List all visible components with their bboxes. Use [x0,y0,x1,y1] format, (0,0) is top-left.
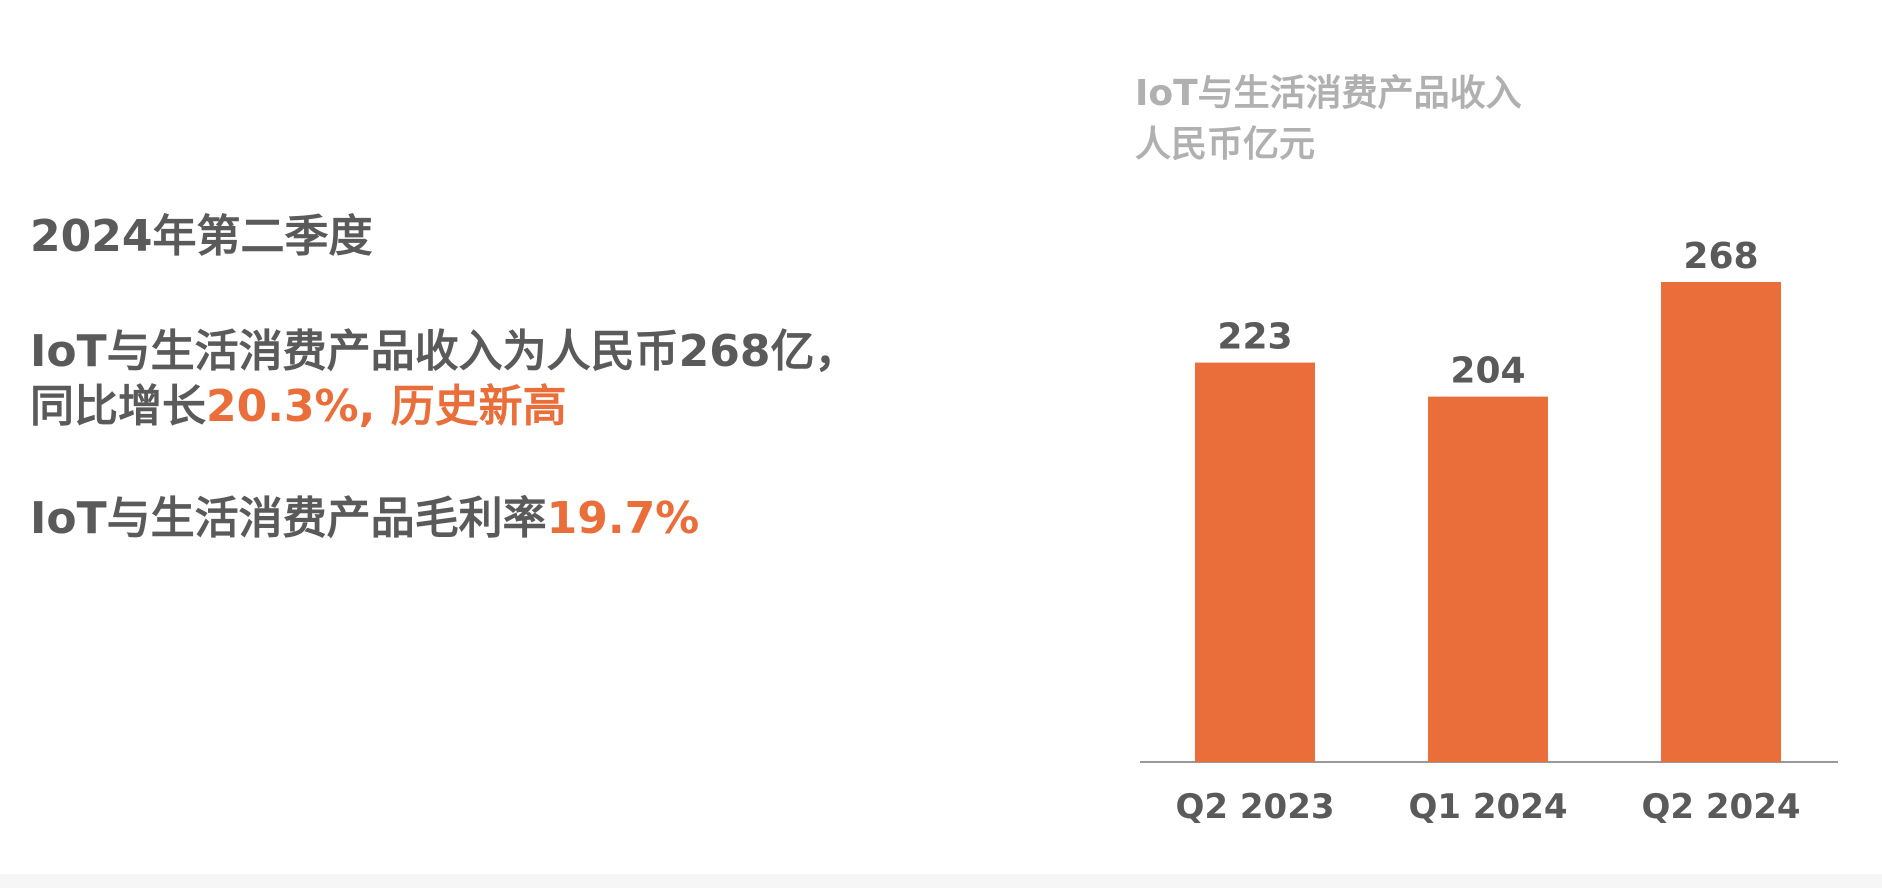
data-label-0: 223 [1217,317,1292,358]
x-tick-label-2: Q2 2024 [1641,787,1800,827]
revenue-statement: IoT与生活消费产品收入为人民币268亿， [30,326,859,377]
margin-statement: IoT与生活消费产品毛利率19.7% [30,482,699,546]
chart-unit: 人民币亿元 [1135,124,1316,165]
revenue-chart: IoT与生活消费产品收入 人民币亿元 223 Q2 2023 204 Q1 2024 2… [1120,0,1882,888]
bar-1 [1428,396,1548,762]
growth-highlight: 20.3%, 历史新高 [206,381,567,432]
x-tick-label-1: Q1 2024 [1408,787,1567,827]
margin-highlight: 19.7% [546,493,700,544]
chart-title: IoT与生活消费产品收入 [1135,73,1522,114]
footer-strip [0,874,1882,888]
growth-prefix: 同比增长 [30,381,206,432]
period-heading: 2024年第二季度 [30,211,373,262]
data-label-2: 268 [1683,236,1758,277]
summary-panel: 2024年第二季度 IoT与生活消费产品收入为人民币268亿， 同比增长20.3… [30,0,1030,888]
margin-prefix: IoT与生活消费产品毛利率 [30,493,547,544]
bar-0 [1195,362,1315,762]
data-label-1: 204 [1450,351,1525,392]
x-tick-label-0: Q2 2023 [1175,787,1334,827]
growth-statement: 同比增长20.3%, 历史新高 [30,370,567,434]
bar-2 [1661,282,1781,762]
bar-chart-svg: 223 Q2 2023 204 Q1 2024 268 Q2 2024 [1140,236,1838,827]
